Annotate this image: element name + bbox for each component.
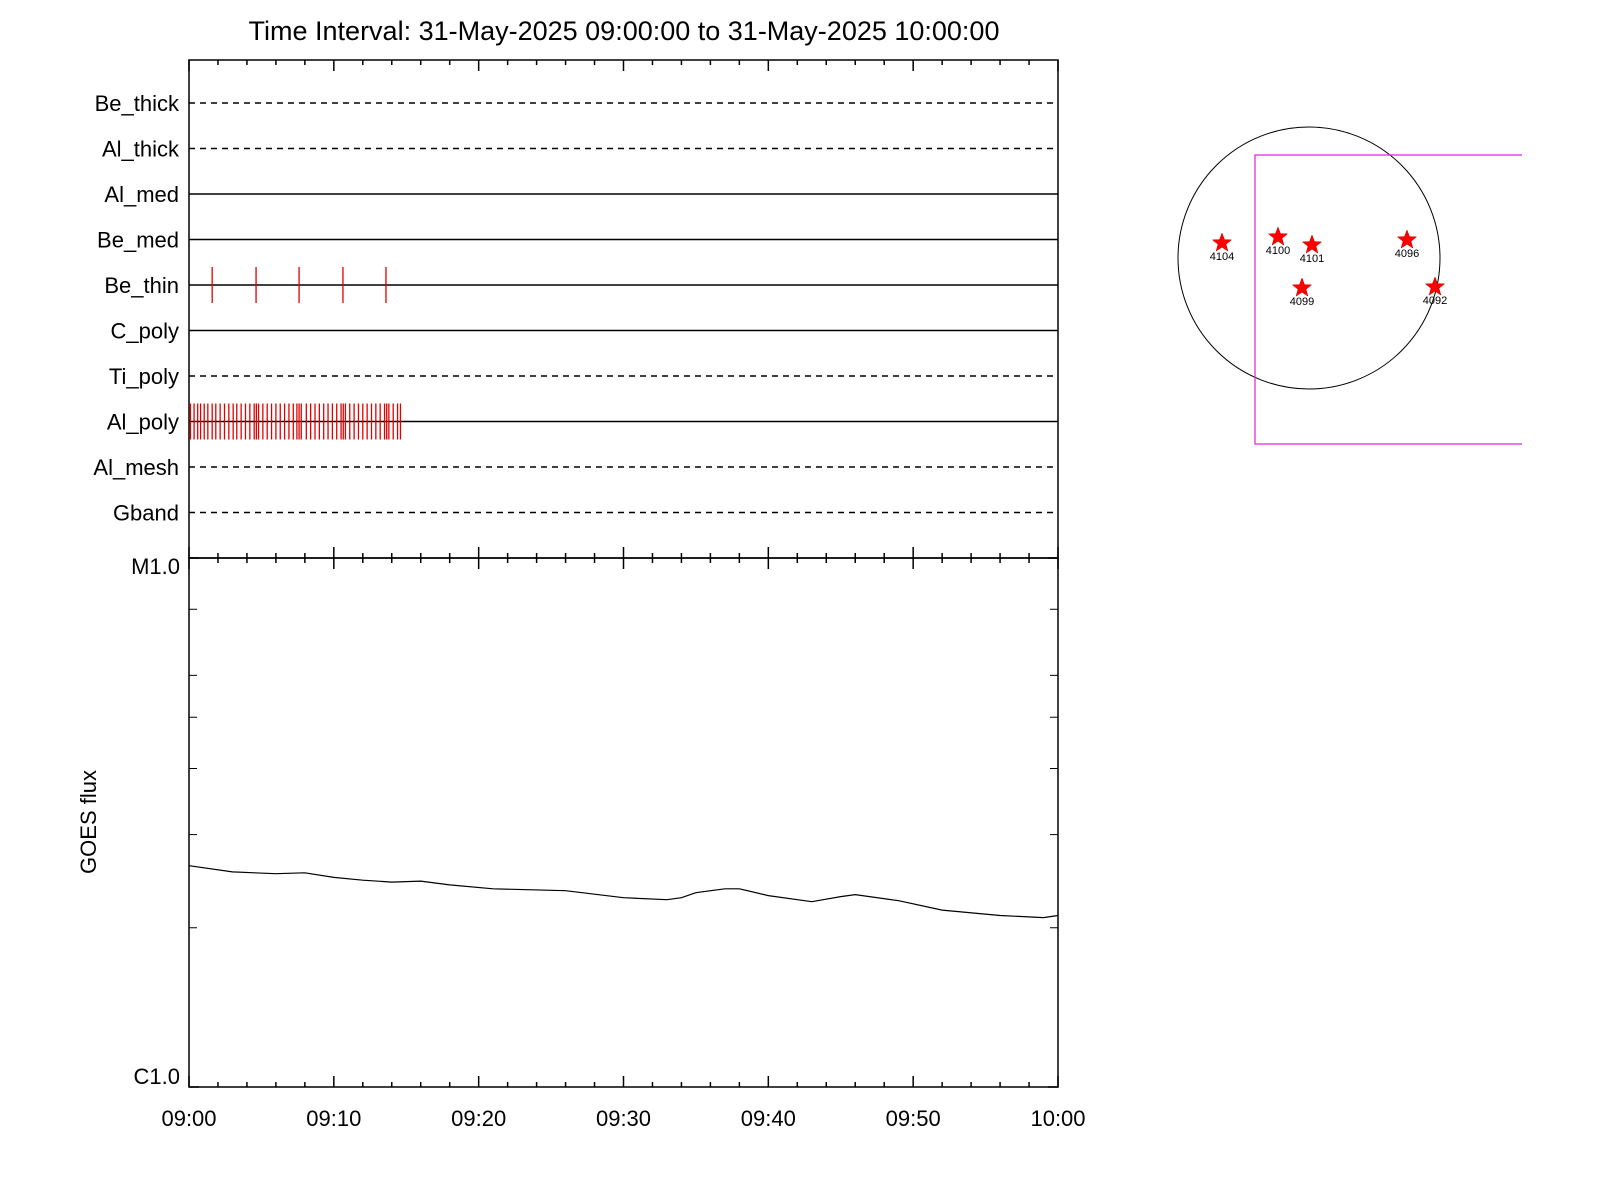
x-tick-label: 09:30 [596, 1106, 651, 1131]
row-label: Al_med [104, 182, 179, 207]
region-label: 4099 [1290, 296, 1314, 308]
region-star [1211, 232, 1233, 252]
row-label: Be_thin [104, 273, 179, 298]
region-label: 4104 [1210, 251, 1234, 263]
row-label: Gband [113, 500, 179, 525]
region-label: 4100 [1266, 245, 1290, 257]
region-star [1267, 226, 1289, 246]
y-tick-label: C1.0 [134, 1064, 180, 1089]
y-tick-label: M1.0 [131, 554, 180, 579]
upper-frame [188, 59, 1059, 559]
lower-frame [188, 557, 1059, 1088]
row-label: Al_thick [102, 136, 180, 161]
x-tick-label: 09:40 [741, 1106, 796, 1131]
x-tick-label: 09:10 [306, 1106, 361, 1131]
x-tick-label: 09:00 [161, 1106, 216, 1131]
solar-disk [1177, 126, 1441, 390]
row-label: Al_poly [107, 409, 179, 434]
region-label: 4096 [1395, 248, 1419, 260]
chart-title: Time Interval: 31-May-2025 09:00:00 to 3… [249, 16, 1000, 46]
region-label: 4101 [1300, 253, 1324, 265]
region-star [1396, 229, 1418, 249]
region-star [1301, 234, 1323, 254]
region-star [1291, 277, 1313, 297]
row-label: C_poly [111, 318, 179, 343]
x-tick-label: 09:20 [451, 1106, 506, 1131]
sun-panel [1177, 126, 1522, 445]
x-tick-label: 10:00 [1030, 1106, 1085, 1131]
region-star [1424, 276, 1446, 296]
row-label: Ti_poly [109, 364, 179, 389]
row-label: Al_mesh [93, 455, 179, 480]
fov-box [1254, 154, 1522, 445]
row-label: Be_thick [95, 91, 180, 116]
y-axis-label: GOES flux [76, 770, 101, 874]
row-label: Be_med [97, 227, 179, 252]
x-tick-label: 09:50 [886, 1106, 941, 1131]
region-label: 4092 [1423, 295, 1447, 307]
goes-curve [188, 865, 1059, 919]
